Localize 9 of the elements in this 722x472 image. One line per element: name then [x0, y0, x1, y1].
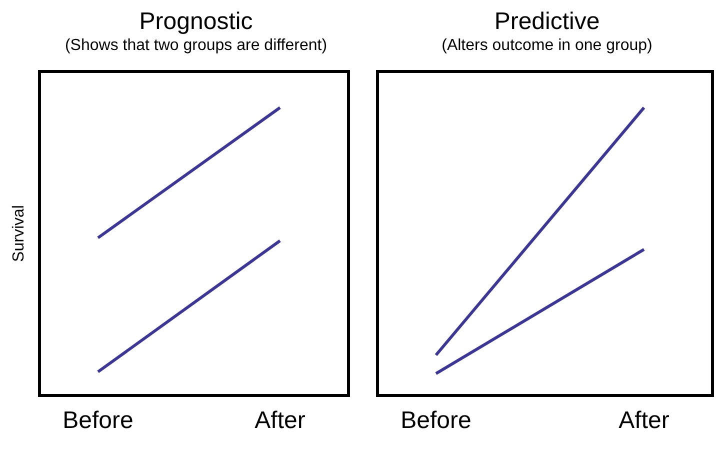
x-tick-label: Before: [400, 407, 472, 434]
chart-title: Predictive: [493, 8, 601, 36]
x-tick-label: After: [618, 407, 670, 434]
y-axis-title: Survival: [10, 205, 28, 262]
chart-subtitle: (Alters outcome in one group): [440, 36, 654, 56]
chart-title: Prognostic: [138, 8, 254, 36]
chart-subtitle: (Shows that two groups are different): [64, 36, 328, 56]
x-tick-label: Before: [62, 407, 134, 434]
x-tick-label: After: [254, 407, 306, 434]
